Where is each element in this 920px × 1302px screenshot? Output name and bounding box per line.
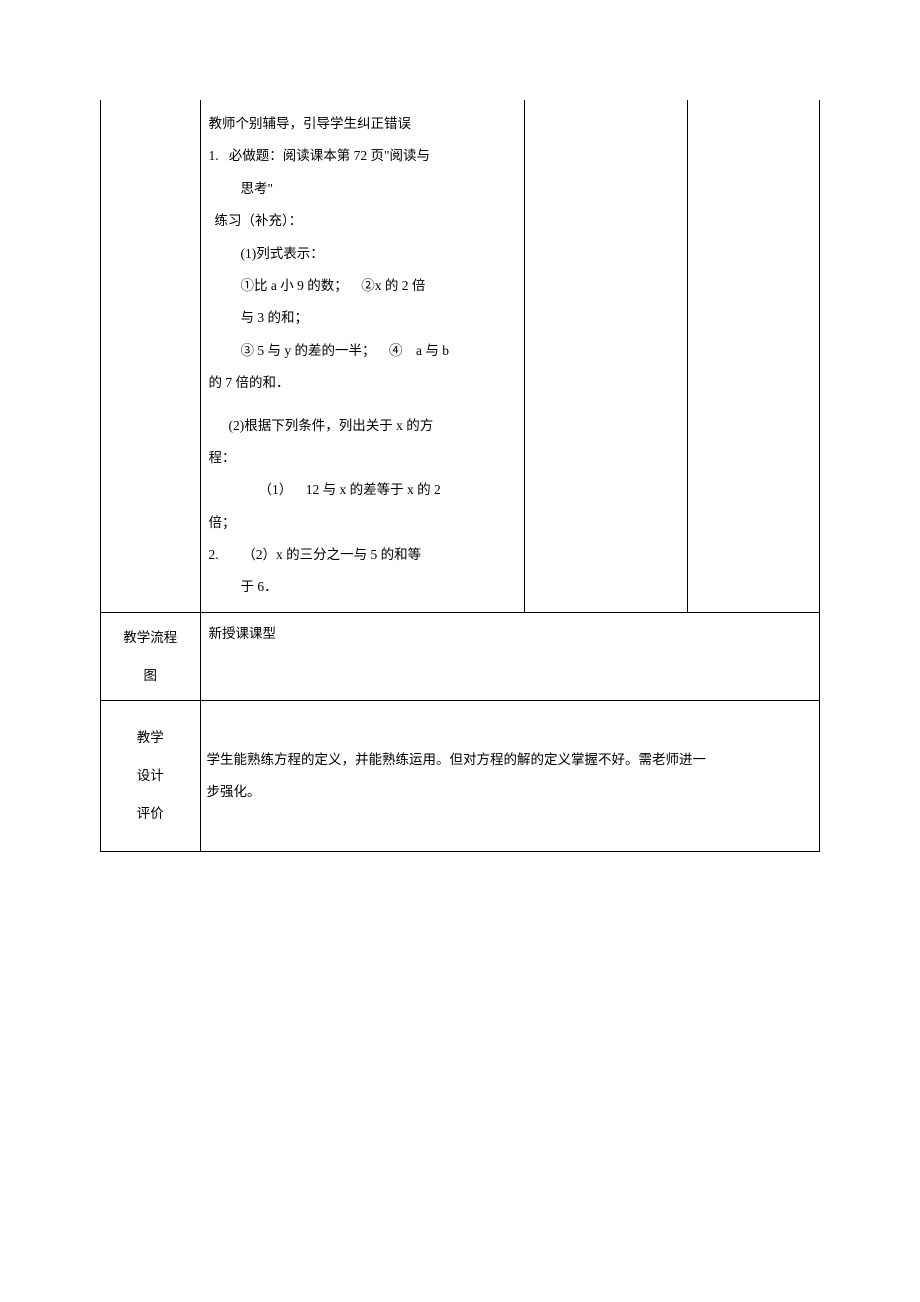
table-row: 教学 设计 评价 学生能熟练方程的定义，并能熟练运用。但对方程的解的定义掌握不好… [101,701,820,851]
text-line: ①比 a 小 9 的数； ②x 的 2 倍 [203,270,523,302]
text-line: 新授课课型 [209,619,811,649]
text-span: （2）x 的三分之一与 5 的和等 [242,547,421,562]
text-line: 评价 [101,795,200,833]
text-line: (1)列式表示： [203,238,523,270]
text-line: (2)根据下列条件，列出关于 x 的方 [203,410,523,442]
text-line: 教学流程 [109,619,192,657]
cell-r3c2: 学生能熟练方程的定义，并能熟练运用。但对方程的解的定义掌握不好。需老师进一 步强… [200,701,819,851]
text-line: 的 7 倍的和． [203,367,523,399]
text-line: 1. 必做题：阅读课本第 72 页"阅读与 [203,140,523,172]
text-line: 教学 [101,719,200,757]
text-line: 2. （2）x 的三分之一与 5 的和等 [203,539,523,571]
cell-r3c1: 教学 设计 评价 [101,701,201,851]
text-line: 于 6． [203,571,523,603]
text-line: 程： [203,442,523,474]
table-row: 教学流程 图 新授课课型 [101,612,820,701]
cell-r2c1: 教学流程 图 [101,612,201,701]
cell-r1c2: 教师个别辅导，引导学生纠正错误 1. 必做题：阅读课本第 72 页"阅读与 思考… [200,100,525,612]
cell-r1c4 [687,100,819,612]
table-row: 教师个别辅导，引导学生纠正错误 1. 必做题：阅读课本第 72 页"阅读与 思考… [101,100,820,612]
text-line: 教师个别辅导，引导学生纠正错误 [203,108,523,140]
text-line: 步强化。 [207,776,813,808]
cell-r2c2: 新授课课型 [200,612,819,701]
text-span: 2. [209,547,219,562]
text-line: ③ 5 与 y 的差的一半； ④ a 与 b [203,335,523,367]
cell-r1c3 [525,100,687,612]
text-span: 必做题：阅读课本第 72 页"阅读与 [229,148,430,163]
text-line: 图 [109,657,192,695]
document-table: 教师个别辅导，引导学生纠正错误 1. 必做题：阅读课本第 72 页"阅读与 思考… [100,100,820,852]
cell-r1c1 [101,100,201,612]
text-line: 设计 [101,757,200,795]
text-span: 1. [209,148,219,163]
spacer [203,400,523,410]
text-line: 思考" [203,173,523,205]
text-line: 练习（补充）： [203,205,523,237]
text-line: 学生能熟练方程的定义，并能熟练运用。但对方程的解的定义掌握不好。需老师进一 [207,744,813,776]
text-line: 倍； [203,507,523,539]
text-line: 与 3 的和； [203,302,523,334]
text-line: （1） 12 与 x 的差等于 x 的 2 [203,474,523,506]
